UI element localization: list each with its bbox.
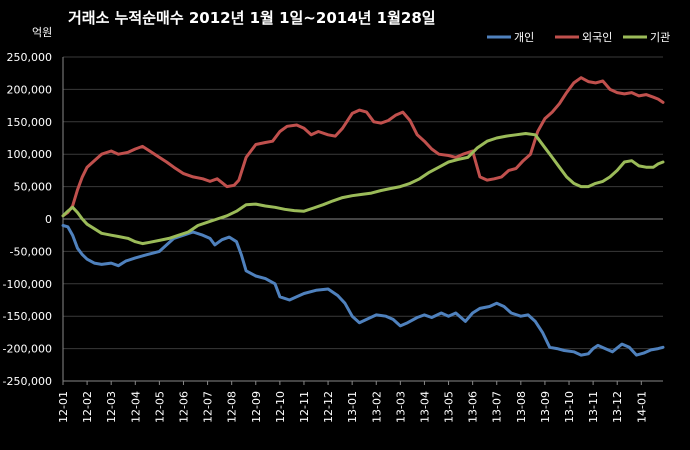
x-tick-label: 14-01 <box>635 391 648 423</box>
x-tick-label: 12-06 <box>177 391 190 423</box>
y-tick-label: 50,000 <box>14 181 53 194</box>
legend-label: 외국인 <box>582 31 612 44</box>
x-tick-label: 12-07 <box>202 391 215 423</box>
chart-title: 거래소 누적순매수 2012년 1월 1일~2014년 1월28일 <box>68 9 436 27</box>
x-tick-label: 12-09 <box>250 391 263 423</box>
x-tick-label: 13-11 <box>587 391 600 423</box>
legend-label: 개인 <box>514 31 534 44</box>
x-tick-label: 12-04 <box>129 391 142 423</box>
x-tick-label: 12-01 <box>57 391 70 423</box>
x-tick-label: 13-05 <box>443 391 456 423</box>
x-tick-label: 13-09 <box>539 391 552 423</box>
y-tick-label: -250,000 <box>3 375 52 388</box>
x-tick-label: 13-03 <box>394 391 407 423</box>
x-tick-label: 13-02 <box>370 391 383 423</box>
x-tick-label: 13-07 <box>491 391 504 423</box>
y-unit-label: 억원 <box>32 26 52 39</box>
x-tick-label: 12-08 <box>226 391 239 423</box>
x-tick-label: 12-03 <box>105 391 118 423</box>
series-line <box>61 132 665 246</box>
y-tick-label: -100,000 <box>3 278 52 291</box>
legend: 개인 외국인 기관 <box>487 31 670 44</box>
y-axis-ticks: 250,000 200,000 150,000 100,000 50,000 0 -50,0… <box>3 51 52 388</box>
x-tick-label: 13-06 <box>467 391 480 423</box>
gridlines <box>62 56 663 382</box>
legend-label: 기관 <box>650 31 670 44</box>
x-tick-label: 13-08 <box>515 391 528 423</box>
x-tick-label: 12-10 <box>274 391 287 423</box>
x-tick-label: 12-05 <box>153 391 166 423</box>
x-tick-label: 12-11 <box>298 391 311 423</box>
y-tick-label: 100,000 <box>7 148 53 161</box>
y-tick-label: 250,000 <box>7 51 53 64</box>
y-tick-label: -150,000 <box>3 310 52 323</box>
x-axis-ticks: 12-01 12-02 12-03 12-04 12-05 12-06 12-07 12-08… <box>57 381 648 423</box>
x-tick-label: 13-04 <box>418 391 431 423</box>
y-tick-label: 0 <box>45 213 52 226</box>
x-tick-label: 12-02 <box>81 391 94 423</box>
y-tick-label: 200,000 <box>7 83 53 96</box>
x-tick-label: 12-12 <box>322 391 335 423</box>
x-tick-label: 13-01 <box>346 391 359 423</box>
y-tick-label: -200,000 <box>3 343 52 356</box>
series-line <box>61 76 665 218</box>
y-tick-label: 150,000 <box>7 116 53 129</box>
series-line <box>61 224 665 357</box>
x-tick-label: 13-10 <box>563 391 576 423</box>
plot-area <box>61 76 665 357</box>
y-tick-label: -50,000 <box>10 245 52 258</box>
x-tick-label: 13-12 <box>611 391 624 423</box>
